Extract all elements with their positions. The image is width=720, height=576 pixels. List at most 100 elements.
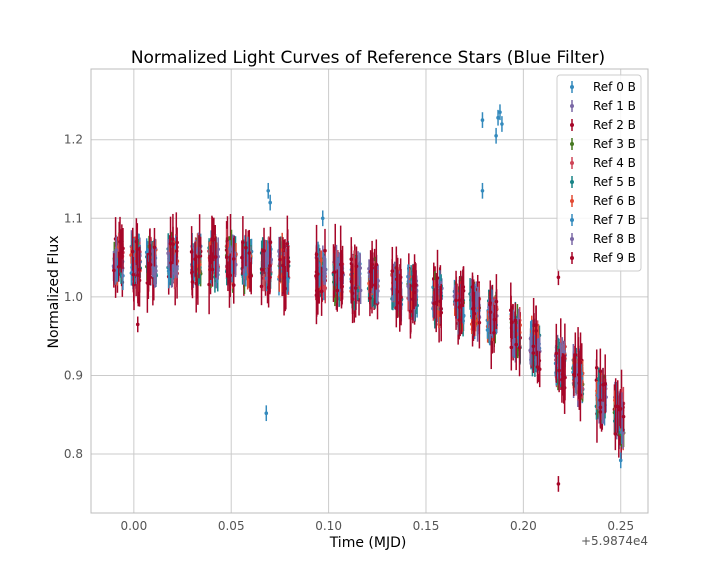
data-point	[496, 109, 500, 126]
data-point	[494, 127, 498, 144]
data-point	[537, 351, 542, 388]
data-point	[434, 273, 438, 333]
data-point	[136, 247, 140, 304]
data-point	[166, 238, 170, 268]
x-tick-label: 0.20	[510, 519, 537, 533]
data-point	[374, 239, 379, 290]
x-axis-label: Time (MJD)	[329, 535, 407, 551]
data-point	[406, 271, 411, 301]
data-point	[613, 417, 618, 451]
data-point	[358, 253, 363, 283]
legend-label: Ref 3 B	[593, 137, 636, 151]
data-point	[618, 452, 623, 469]
data-point	[353, 258, 358, 318]
data-point	[113, 252, 118, 284]
data-point	[335, 269, 340, 312]
data-point	[414, 263, 418, 307]
data-point	[260, 248, 264, 292]
data-point	[594, 349, 599, 387]
data-point	[247, 229, 252, 277]
data-point	[411, 275, 415, 324]
x-tick-label: 0.00	[120, 519, 147, 533]
data-point	[319, 266, 324, 316]
data-point	[213, 236, 218, 278]
data-point	[231, 237, 236, 280]
legend-item: Ref 3 B	[570, 137, 636, 151]
legend-label: Ref 1 B	[593, 99, 636, 113]
data-point	[210, 215, 214, 263]
data-point	[135, 316, 140, 333]
data-point	[233, 251, 238, 278]
data-point	[350, 284, 355, 315]
data-point	[152, 227, 157, 267]
data-point	[454, 270, 458, 330]
data-point	[621, 401, 626, 432]
data-point	[508, 282, 513, 339]
x-tick-label: 0.15	[413, 519, 440, 533]
data-point	[322, 255, 326, 285]
data-point	[174, 236, 179, 266]
data-point	[150, 246, 155, 278]
legend-item: Ref 9 B	[570, 251, 636, 265]
legend-item: Ref 5 B	[570, 175, 636, 189]
grid	[91, 69, 648, 513]
data-point	[120, 224, 124, 259]
data-point	[500, 116, 504, 132]
data-point	[477, 296, 482, 349]
data-point	[244, 229, 248, 267]
data-point	[556, 269, 561, 286]
data-point	[370, 240, 374, 289]
data-point	[242, 255, 246, 285]
plot-frame	[90, 68, 649, 514]
data-point	[408, 283, 413, 339]
data-point	[134, 218, 139, 266]
data-point	[148, 244, 153, 286]
data-point	[494, 274, 499, 330]
data-point	[618, 393, 622, 427]
y-axis-label: Normalized Flux	[46, 236, 62, 349]
data-point	[561, 353, 566, 404]
data-point	[397, 273, 402, 332]
data-point	[498, 104, 502, 121]
data-point	[461, 266, 466, 308]
data-point	[168, 216, 173, 271]
data-point	[452, 287, 457, 306]
legend-item: Ref 2 B	[570, 118, 636, 132]
data-point	[332, 246, 337, 298]
tick-labels: 0.00 0.05 0.10 0.15 0.20 0.25 0.8 0.9 1.0 1.1 1.2	[64, 133, 634, 533]
data-point	[598, 386, 603, 429]
data-point	[471, 279, 476, 338]
data-point	[339, 252, 344, 309]
data-point	[320, 210, 325, 227]
data-point	[485, 321, 490, 339]
y-tick-label: 0.9	[64, 368, 83, 382]
data-point	[557, 348, 561, 393]
legend-label: Ref 7 B	[593, 213, 636, 227]
data-point	[392, 275, 397, 295]
data-point	[131, 256, 136, 293]
legend-label: Ref 0 B	[593, 80, 636, 94]
data-point	[615, 380, 620, 433]
data-layer	[111, 104, 626, 492]
data-point	[112, 253, 116, 288]
data-point	[603, 354, 607, 414]
data-point	[314, 246, 319, 298]
data-point	[281, 237, 285, 294]
legend-item: Ref 1 B	[570, 99, 636, 113]
data-point	[190, 248, 194, 296]
data-point	[531, 336, 536, 370]
legend-box	[556, 74, 642, 272]
x-tick-label: 0.10	[315, 519, 342, 533]
data-point	[376, 278, 380, 304]
y-tick-label: 0.8	[64, 447, 83, 461]
data-point	[268, 194, 272, 211]
data-point	[264, 250, 269, 271]
data-point	[492, 305, 497, 334]
data-point	[480, 112, 485, 128]
data-point	[286, 246, 291, 278]
data-point	[514, 318, 518, 371]
data-point	[226, 261, 230, 292]
data-point	[572, 353, 576, 396]
data-point	[197, 235, 201, 279]
